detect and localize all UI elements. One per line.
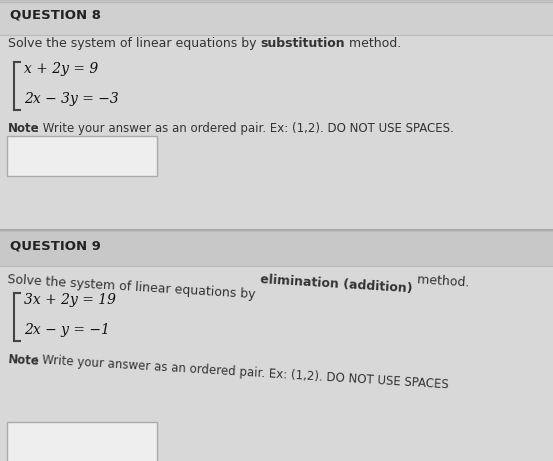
Text: method.: method. (345, 37, 401, 50)
Text: elimination (addition): elimination (addition) (260, 273, 413, 296)
FancyBboxPatch shape (7, 136, 157, 177)
FancyBboxPatch shape (0, 230, 553, 266)
Text: Solve the system of linear equations by: Solve the system of linear equations by (8, 37, 260, 50)
FancyBboxPatch shape (7, 422, 157, 461)
Text: substitution: substitution (260, 37, 345, 50)
FancyBboxPatch shape (0, 0, 553, 35)
Text: Solve the system of linear equations by: Solve the system of linear equations by (7, 273, 260, 302)
Text: method.: method. (413, 273, 470, 290)
Text: x + 2y = 9: x + 2y = 9 (24, 62, 98, 76)
Text: : Write your answer as an ordered pair. Ex: (1,2). DO NOT USE SPACES.: : Write your answer as an ordered pair. … (35, 122, 454, 135)
Text: 3x + 2y = 19: 3x + 2y = 19 (24, 293, 116, 307)
Text: 2x − 3y = −3: 2x − 3y = −3 (24, 92, 119, 106)
Text: QUESTION 9: QUESTION 9 (10, 239, 101, 253)
Text: 2x − y = −1: 2x − y = −1 (24, 323, 110, 337)
Text: QUESTION 8: QUESTION 8 (10, 8, 101, 21)
Text: Note: Note (8, 122, 40, 135)
Text: Note: Note (7, 353, 40, 368)
Text: : Write your answer as an ordered pair. Ex: (1,2). DO NOT USE SPACES: : Write your answer as an ordered pair. … (34, 353, 449, 391)
